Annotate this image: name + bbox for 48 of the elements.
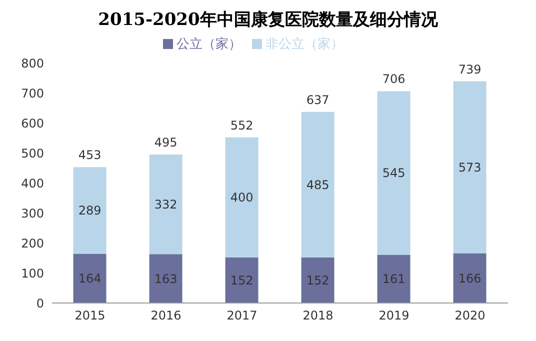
bar (149, 254, 182, 303)
data-label: 289 (78, 204, 102, 218)
data-label: 332 (154, 198, 178, 212)
data-label: 545 (382, 166, 406, 180)
total-label: 739 (458, 62, 482, 76)
bar (453, 253, 486, 303)
chart-title: 2015-2020年中国康复医院数量及细分情况 (97, 9, 439, 31)
y-tick-label: 300 (21, 206, 44, 220)
x-tick-label: 2020 (454, 308, 486, 323)
total-label: 453 (78, 148, 102, 162)
bar (149, 154, 182, 254)
data-label: 573 (458, 160, 482, 175)
data-label: 152 (230, 273, 254, 288)
bar (73, 167, 106, 254)
x-tick-label: 2017 (226, 308, 258, 323)
data-label: 164 (78, 272, 102, 286)
x-tick-label: 2016 (150, 308, 182, 323)
y-tick-label: 700 (21, 86, 44, 100)
legend-label: 公立（家） (176, 37, 242, 52)
y-tick-label: 400 (21, 176, 44, 190)
data-label: 400 (230, 190, 254, 205)
x-tick-label: 2018 (302, 308, 334, 323)
y-tick-label: 800 (21, 56, 44, 70)
bar (225, 257, 258, 303)
total-label: 637 (306, 92, 330, 107)
y-tick-label: 600 (21, 116, 44, 130)
y-tick-label: 0 (36, 296, 44, 310)
bar (453, 81, 486, 254)
total-label: 495 (154, 136, 178, 150)
data-label: 166 (458, 271, 482, 286)
x-tick-label: 2019 (378, 308, 410, 323)
data-label: 163 (154, 272, 178, 286)
bar (73, 254, 106, 303)
legend-label: 非公立（家） (266, 37, 344, 52)
total-label: 706 (382, 72, 406, 86)
y-tick-label: 500 (21, 146, 44, 160)
bar (377, 254, 410, 303)
bar (301, 112, 334, 258)
data-label: 161 (382, 272, 406, 286)
bar (225, 137, 258, 258)
x-tick-label: 2015 (74, 308, 106, 323)
total-label: 552 (230, 118, 254, 132)
bar (301, 257, 334, 303)
y-tick-label: 200 (21, 236, 44, 250)
bar (377, 91, 410, 255)
y-tick-label: 100 (21, 266, 44, 280)
data-label: 485 (306, 178, 330, 192)
data-label: 152 (306, 273, 330, 288)
